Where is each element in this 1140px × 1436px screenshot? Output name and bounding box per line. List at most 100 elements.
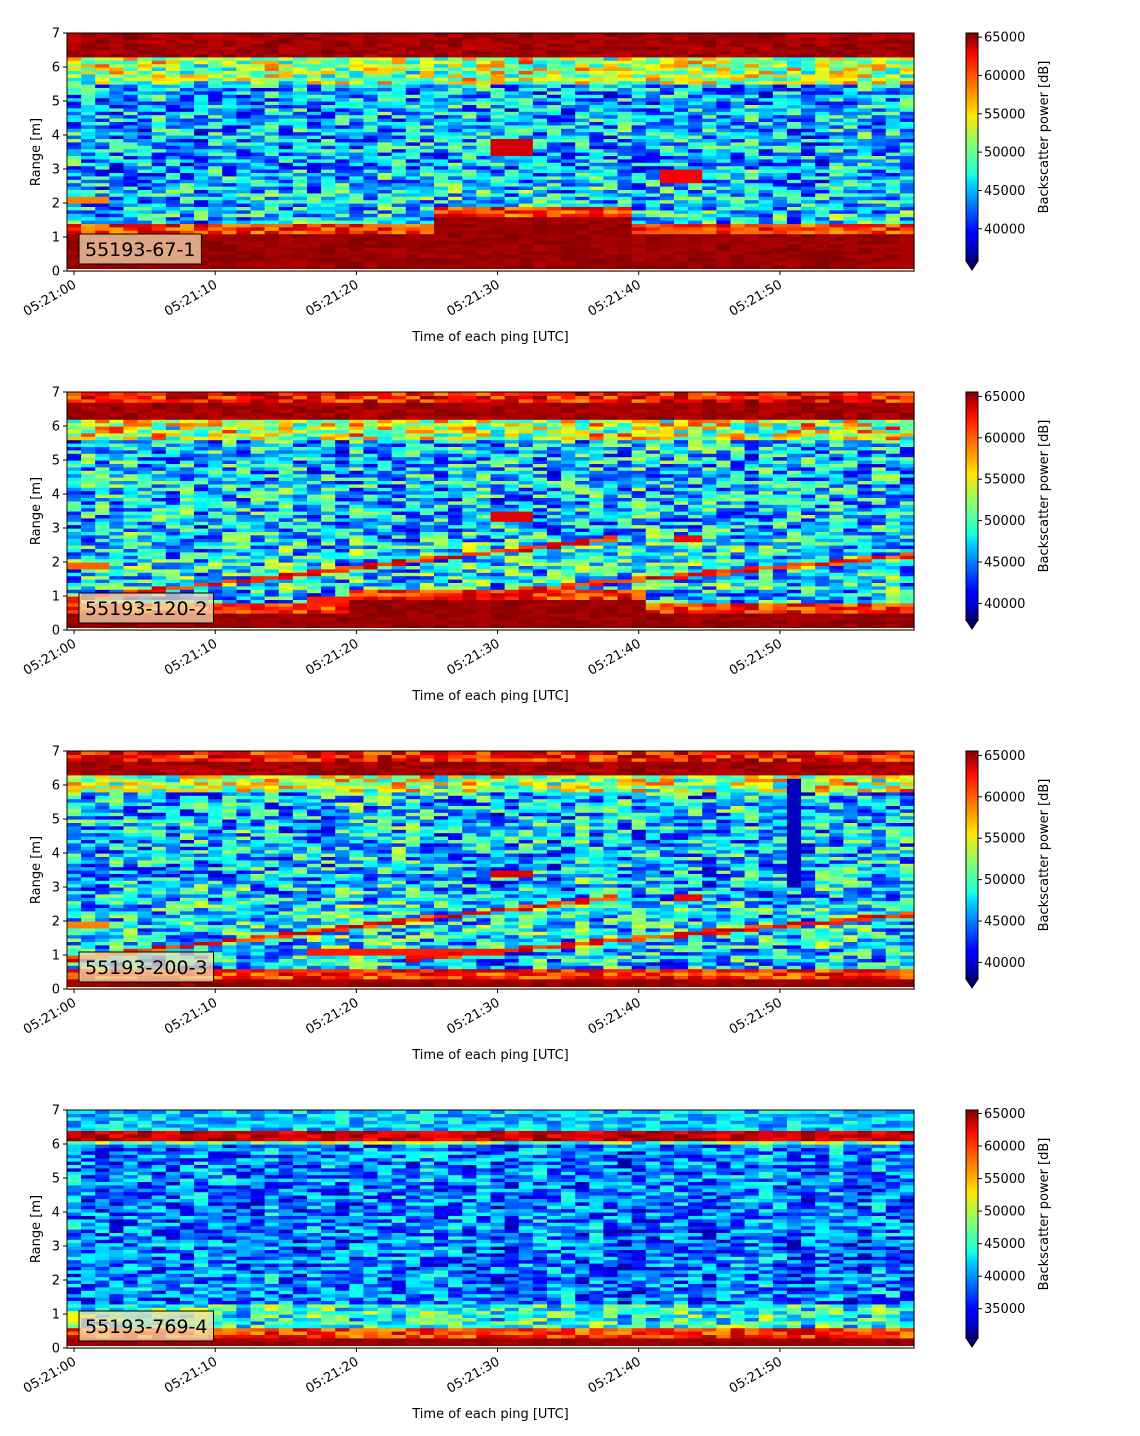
heatmap-cell (349, 244, 364, 248)
heatmap-cell (208, 142, 223, 146)
heatmap-cell (843, 166, 858, 170)
heatmap-cell (236, 166, 251, 170)
heatmap-cell (378, 193, 393, 197)
heatmap-cell (448, 251, 463, 255)
heatmap-cell (632, 183, 647, 187)
heatmap-cell (632, 244, 647, 248)
heatmap-cell (265, 217, 280, 221)
heatmap-cell (491, 166, 506, 170)
heatmap-cell (208, 217, 223, 221)
heatmap-cell (434, 33, 449, 37)
heatmap-cell (406, 183, 421, 187)
heatmap-cell (321, 234, 336, 238)
heatmap-cell (138, 166, 153, 170)
heatmap-cell (547, 33, 562, 37)
heatmap-cell (462, 166, 477, 170)
heatmap-cell (632, 176, 647, 180)
heatmap-cell (462, 210, 477, 214)
heatmap-cell (519, 166, 534, 170)
heatmap-cell (307, 176, 322, 180)
heatmap-cell (491, 264, 506, 268)
heatmap-cell (801, 244, 816, 248)
heatmap-cell (801, 200, 816, 204)
heatmap-cell (843, 210, 858, 214)
heatmap-cell (900, 149, 915, 153)
heatmap-cell (561, 193, 576, 197)
heatmap-cell (547, 227, 562, 231)
heatmap-cell (95, 392, 110, 396)
heatmap-cell (730, 200, 745, 204)
heatmap-cell (575, 132, 590, 136)
heatmap-cell (222, 176, 237, 180)
heatmap-cell (674, 234, 689, 238)
heatmap-cell (900, 159, 915, 163)
heatmap-cell (561, 264, 576, 268)
heatmap-cell (251, 166, 266, 170)
heatmap-cell (67, 183, 82, 187)
heatmap-cell (547, 149, 562, 153)
heatmap-cell (759, 193, 774, 197)
heatmap-cell (618, 227, 633, 231)
heatmap-cell (843, 183, 858, 187)
heatmap-cell (166, 142, 181, 146)
heatmap-cell (646, 264, 661, 268)
heatmap-cell (363, 149, 378, 153)
heatmap-cell (476, 193, 491, 197)
heatmap-cell (618, 33, 633, 37)
heatmap-cell (166, 470, 181, 474)
heatmap-cell (462, 193, 477, 197)
heatmap-cell (476, 159, 491, 163)
heatmap-cell (519, 193, 534, 197)
heatmap-cell (491, 244, 506, 248)
heatmap-cell (858, 251, 873, 255)
heatmap-cell (533, 234, 548, 238)
heatmap-cell (702, 264, 717, 268)
heatmap-cell (123, 419, 138, 423)
heatmap-cell (533, 183, 548, 187)
heatmap-cell (335, 159, 350, 163)
heatmap-cell (138, 210, 153, 214)
heatmap-cell (702, 244, 717, 248)
heatmap-cell (519, 142, 534, 146)
heatmap-cell (858, 234, 873, 238)
heatmap-cell (589, 227, 604, 231)
heatmap-cell (363, 227, 378, 231)
heatmap-cell (265, 210, 280, 214)
heatmap-cell (858, 149, 873, 153)
heatmap-cell (138, 33, 153, 37)
heatmap-cell (547, 166, 562, 170)
heatmap-cell (589, 264, 604, 268)
heatmap-cell (222, 210, 237, 214)
heatmap-cell (236, 159, 251, 163)
heatmap-cell (208, 244, 223, 248)
heatmap-cell (801, 149, 816, 153)
heatmap-cell (222, 183, 237, 187)
heatmap-cell (406, 33, 421, 37)
heatmap-cell (603, 200, 618, 204)
heatmap-cell (448, 33, 463, 37)
heatmap-cell (575, 159, 590, 163)
heatmap-cell (152, 149, 167, 153)
heatmap-cell (307, 217, 322, 221)
colorbar-gradient (966, 33, 978, 261)
heatmap-cell (109, 504, 124, 508)
heatmap-cell (589, 244, 604, 248)
heatmap-cell (688, 227, 703, 231)
heatmap-cell (123, 33, 138, 37)
heatmap-cell (138, 402, 153, 406)
heatmap-cell (660, 227, 675, 231)
heatmap-cell (787, 166, 802, 170)
heatmap-cell (858, 183, 873, 187)
heatmap-cell (95, 487, 110, 491)
heatmap-cell (547, 264, 562, 268)
heatmap-cell (406, 217, 421, 221)
heatmap-cell (448, 234, 463, 238)
heatmap-cell (236, 193, 251, 197)
heatmap-cell (815, 210, 830, 214)
heatmap-cell (307, 166, 322, 170)
heatmap-cell (378, 251, 393, 255)
heatmap-cell (759, 149, 774, 153)
heatmap-cell (251, 176, 266, 180)
heatmap-cell (81, 419, 96, 423)
heatmap-cell (123, 210, 138, 214)
